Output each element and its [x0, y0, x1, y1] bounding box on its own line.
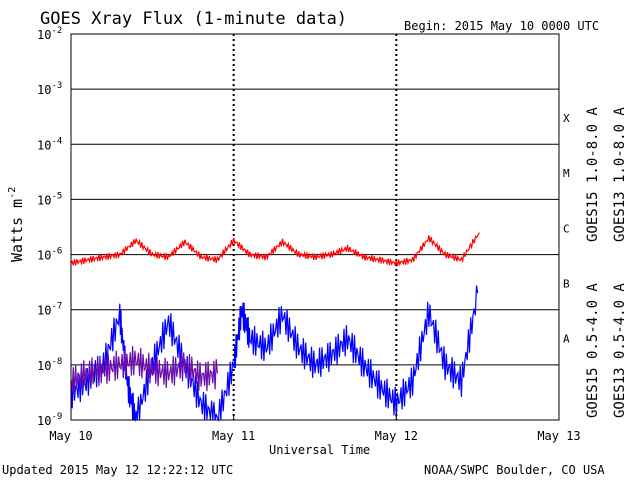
x-tick-label: May 11	[212, 429, 255, 443]
x-tick-label: May 13	[537, 429, 580, 443]
legend-entry: GOES15 0.5-4.0 A	[585, 283, 601, 418]
begin-label: Begin: 2015 May 10 0000 UTC	[404, 19, 599, 33]
flare-class-A: A	[563, 333, 570, 346]
flare-class-C: C	[563, 222, 570, 235]
y-tick-label: 10-8	[37, 357, 62, 373]
y-tick-label: 10-2	[37, 26, 62, 42]
series-layer	[70, 232, 480, 422]
series-line	[70, 345, 218, 396]
x-tick-labels: May 10 May 11 May 12 May 13	[49, 414, 581, 443]
y-tick-label: 10-7	[37, 302, 62, 318]
x-tick-label: May 12	[375, 429, 418, 443]
updated-timestamp: Updated 2015 May 12 12:22:12 UTC	[2, 463, 233, 477]
x-axis-label: Universal Time	[269, 443, 370, 457]
flare-class-B: B	[563, 277, 570, 290]
series-line	[70, 285, 479, 422]
y-tick-label: 10-9	[37, 412, 62, 428]
legend-entry: GOES13 0.5-4.0 A	[612, 283, 628, 418]
y-tick-labels: 10-9 10-8 10-7 10-6 10-5 10-4 10-3 10-2	[37, 26, 62, 428]
flare-class-labels: A B C M X	[563, 112, 570, 346]
credit-label: NOAA/SWPC Boulder, CO USA	[424, 463, 605, 477]
flare-class-X: X	[563, 112, 570, 125]
legend-entry: GOES15 1.0-8.0 A	[585, 107, 601, 242]
x-tick-label: May 10	[49, 429, 92, 443]
chart-title: GOES Xray Flux (1-minute data)	[40, 9, 347, 29]
legend-entry: GOES13 1.0-8.0 A	[612, 107, 628, 242]
y-tick-label: 10-3	[37, 81, 62, 97]
day-separators	[232, 34, 398, 420]
y-axis-label: Watts m-2	[7, 187, 26, 262]
plot-frame	[70, 33, 560, 421]
legend: GOES15 1.0-8.0 A GOES13 1.0-8.0 A GOES15 0…	[585, 107, 628, 418]
y-tick-label: 10-6	[37, 247, 62, 263]
series-line	[70, 232, 480, 268]
y-tick-label: 10-5	[37, 191, 62, 207]
flare-class-M: M	[563, 167, 570, 180]
y-tick-label: 10-4	[37, 136, 62, 152]
